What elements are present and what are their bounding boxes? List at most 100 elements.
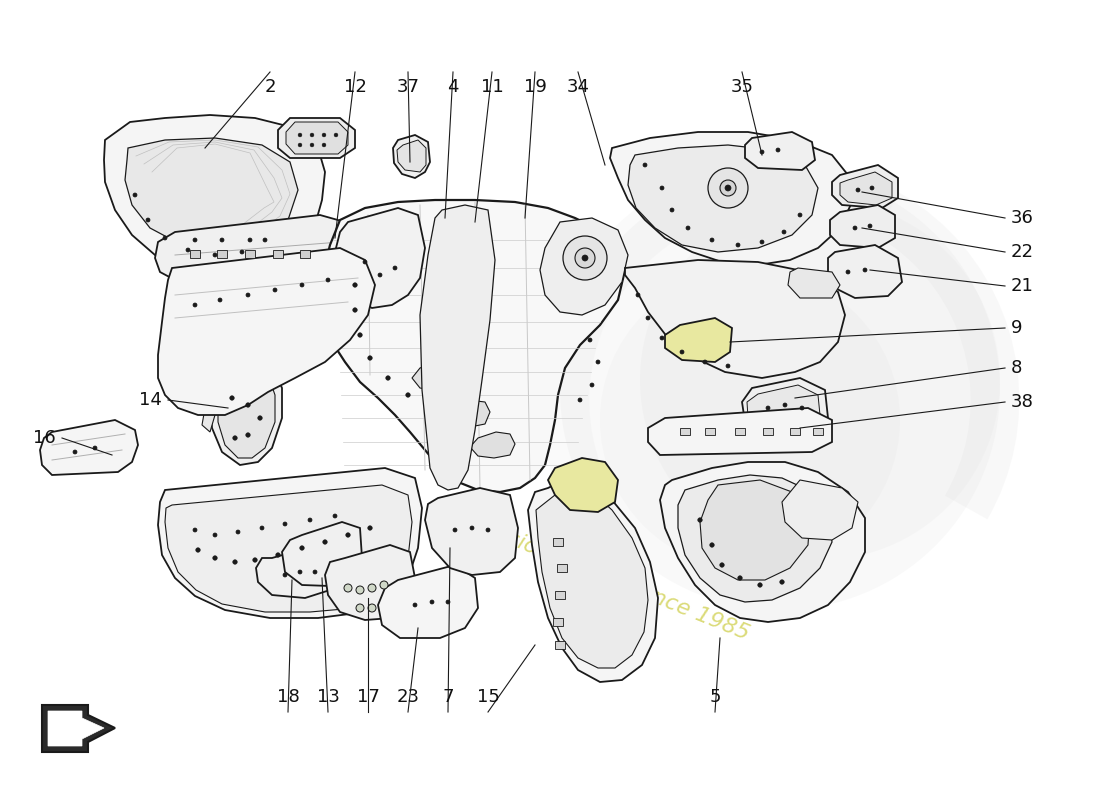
Circle shape: [868, 224, 872, 228]
Circle shape: [710, 542, 714, 547]
Bar: [790, 428, 800, 435]
Circle shape: [486, 528, 490, 532]
Polygon shape: [536, 488, 648, 668]
Circle shape: [760, 150, 764, 154]
Polygon shape: [125, 138, 298, 248]
Polygon shape: [324, 545, 415, 620]
Circle shape: [322, 540, 327, 544]
Circle shape: [636, 293, 640, 297]
Circle shape: [600, 270, 900, 570]
Circle shape: [353, 308, 358, 312]
Circle shape: [220, 238, 224, 242]
Text: 4: 4: [448, 78, 459, 96]
Circle shape: [356, 604, 364, 612]
Circle shape: [192, 238, 197, 242]
Text: 2: 2: [264, 78, 276, 96]
Text: 17: 17: [356, 688, 380, 706]
Circle shape: [363, 260, 367, 264]
Circle shape: [646, 316, 650, 320]
Text: 5: 5: [710, 688, 720, 706]
Circle shape: [660, 336, 664, 340]
Circle shape: [263, 238, 267, 242]
Polygon shape: [470, 432, 515, 458]
Polygon shape: [648, 408, 832, 455]
Polygon shape: [528, 478, 658, 682]
Circle shape: [783, 403, 786, 407]
Polygon shape: [440, 400, 490, 428]
Circle shape: [406, 393, 410, 397]
Polygon shape: [210, 362, 282, 465]
Circle shape: [94, 446, 97, 450]
Bar: [190, 250, 200, 258]
Circle shape: [776, 148, 780, 152]
Polygon shape: [256, 545, 338, 598]
Polygon shape: [322, 200, 625, 492]
Circle shape: [736, 243, 740, 247]
Circle shape: [230, 396, 234, 400]
Circle shape: [344, 584, 352, 592]
Circle shape: [760, 240, 764, 244]
Polygon shape: [218, 372, 275, 458]
Circle shape: [367, 526, 372, 530]
Polygon shape: [625, 260, 845, 378]
Circle shape: [245, 433, 250, 437]
Circle shape: [726, 364, 730, 368]
Text: 16: 16: [33, 429, 56, 447]
Circle shape: [798, 213, 802, 217]
Polygon shape: [548, 458, 618, 512]
Bar: [553, 538, 563, 546]
Polygon shape: [104, 115, 324, 275]
Circle shape: [298, 134, 301, 137]
Circle shape: [248, 238, 252, 242]
Polygon shape: [610, 132, 852, 265]
Polygon shape: [425, 488, 518, 575]
Polygon shape: [420, 205, 495, 490]
Circle shape: [345, 533, 350, 538]
Polygon shape: [660, 462, 865, 622]
Polygon shape: [165, 485, 412, 612]
Circle shape: [192, 528, 197, 532]
Circle shape: [766, 406, 770, 410]
Polygon shape: [158, 468, 422, 618]
Polygon shape: [286, 122, 348, 154]
Circle shape: [333, 514, 337, 518]
Circle shape: [358, 333, 362, 338]
Bar: [735, 428, 745, 435]
Circle shape: [260, 526, 264, 530]
Circle shape: [758, 582, 762, 587]
Polygon shape: [378, 565, 478, 638]
Circle shape: [680, 350, 684, 354]
Polygon shape: [278, 118, 355, 158]
Polygon shape: [700, 480, 810, 580]
Circle shape: [800, 406, 804, 410]
Circle shape: [192, 303, 197, 307]
Circle shape: [246, 293, 250, 297]
Circle shape: [670, 208, 674, 212]
Polygon shape: [828, 245, 902, 298]
Polygon shape: [742, 378, 828, 435]
Polygon shape: [745, 132, 815, 170]
Bar: [763, 428, 773, 435]
Circle shape: [283, 573, 287, 577]
Circle shape: [560, 170, 1000, 610]
Bar: [680, 428, 690, 435]
Circle shape: [334, 134, 338, 137]
Polygon shape: [747, 385, 820, 428]
Bar: [217, 250, 227, 258]
Circle shape: [563, 236, 607, 280]
Text: 38: 38: [1011, 393, 1034, 411]
Polygon shape: [48, 711, 104, 746]
Circle shape: [245, 402, 250, 407]
Text: 34: 34: [566, 78, 590, 96]
Circle shape: [367, 356, 372, 360]
Polygon shape: [840, 172, 892, 205]
Bar: [557, 564, 566, 572]
Circle shape: [212, 556, 217, 560]
Polygon shape: [282, 522, 362, 586]
Polygon shape: [540, 218, 628, 315]
Circle shape: [640, 200, 1000, 560]
Circle shape: [588, 338, 592, 342]
Polygon shape: [158, 248, 375, 415]
Circle shape: [720, 180, 736, 196]
Circle shape: [446, 600, 450, 604]
